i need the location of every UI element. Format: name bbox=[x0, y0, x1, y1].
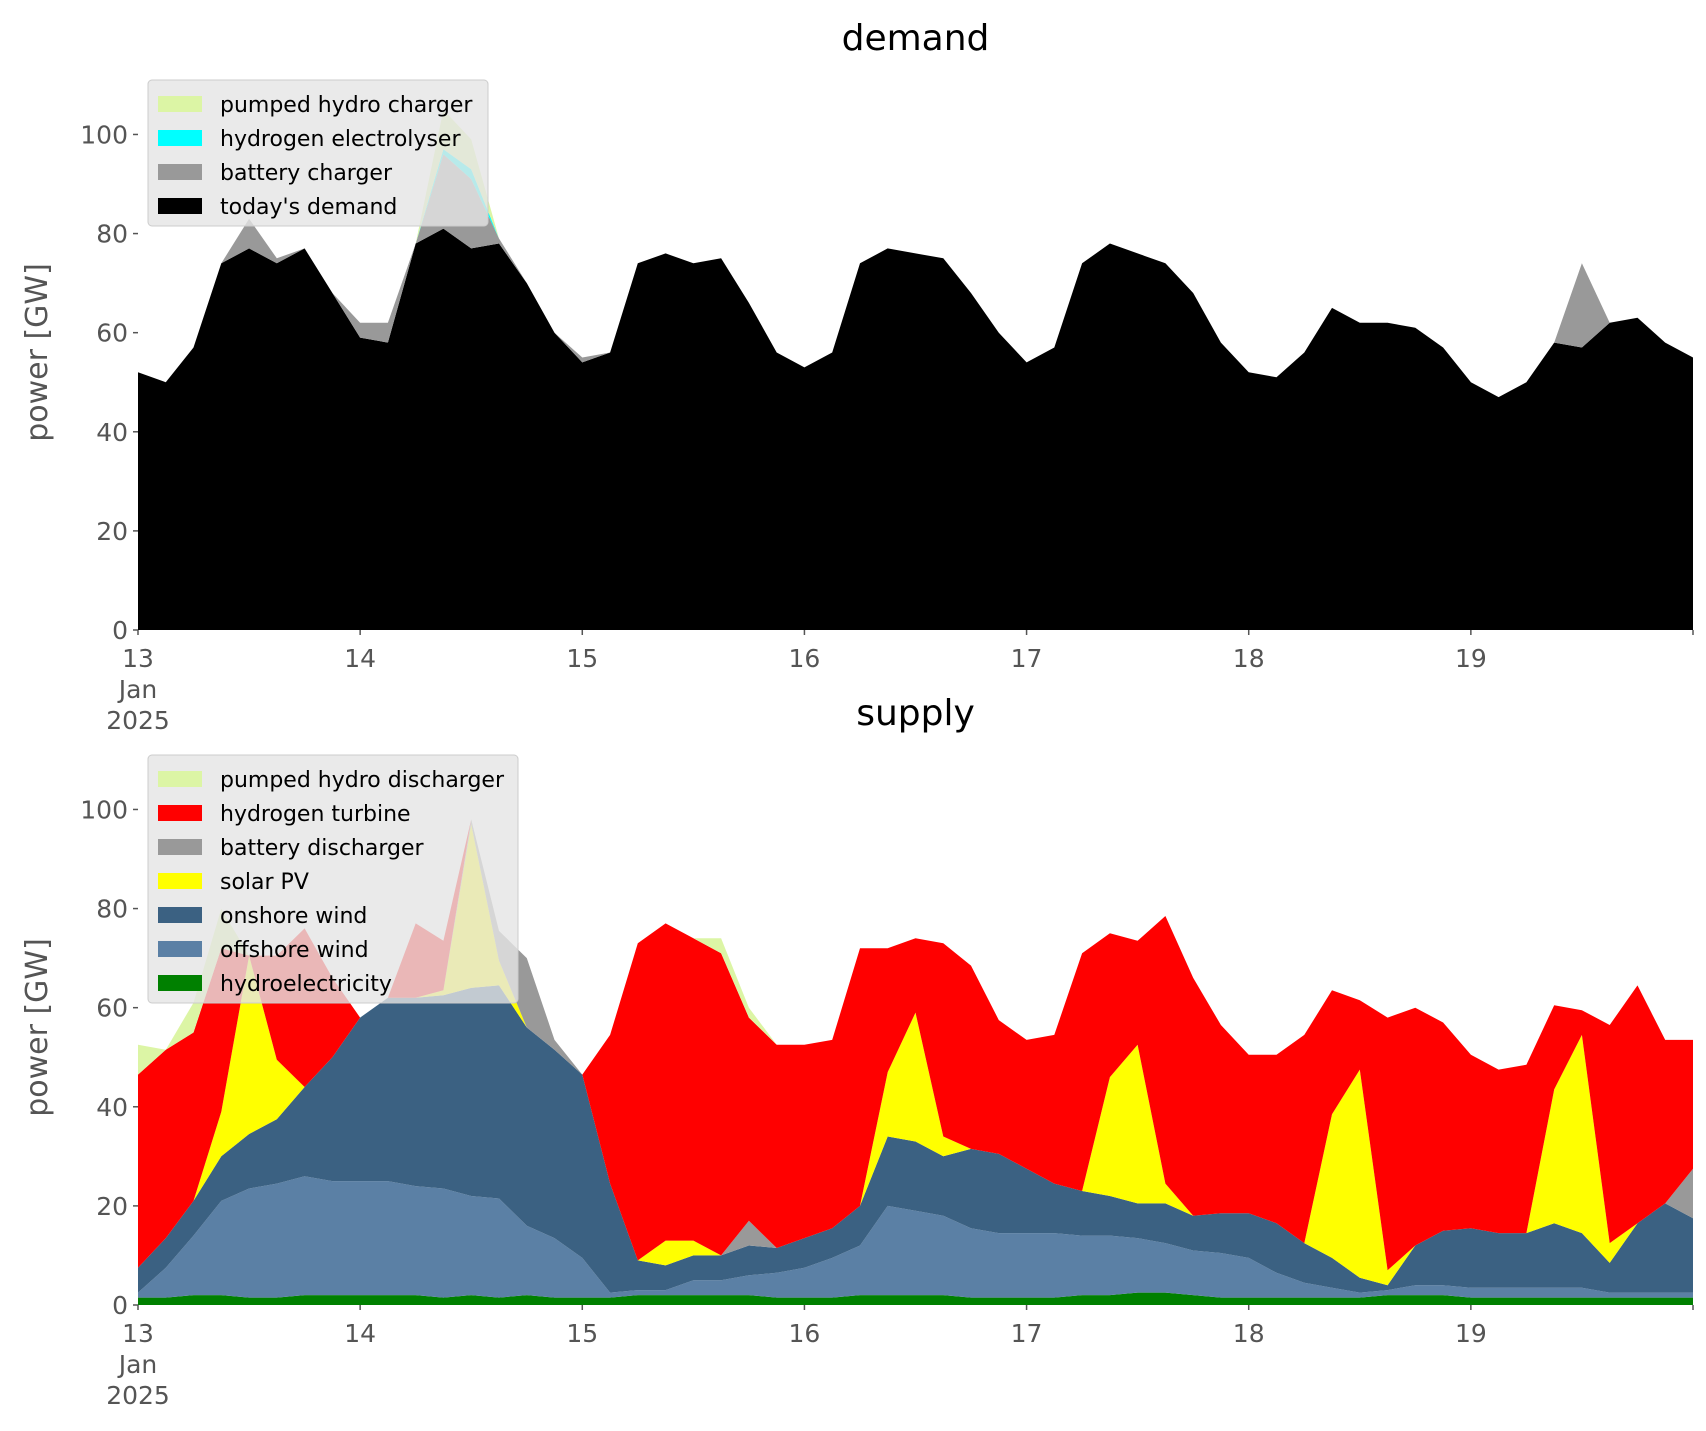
area-onshore-wind bbox=[138, 985, 1693, 1293]
x-tick-label: 17 bbox=[1011, 1319, 1043, 1348]
y-tick-label: 0 bbox=[112, 616, 128, 645]
area-hydrogen-turbine bbox=[138, 819, 1693, 1271]
x-tick-sublabel: 2025 bbox=[106, 706, 170, 735]
y-axis: 0 20 40 60 80 100 bbox=[80, 120, 138, 645]
legend-label-hydroelectricity: hydroelectricity bbox=[220, 972, 392, 997]
legend-swatch-battery-charger bbox=[158, 164, 202, 180]
legend-swatch-hydrogen-turbine bbox=[158, 805, 202, 821]
x-tick-sublabel: Jan bbox=[117, 1350, 158, 1379]
x-tick-label: 16 bbox=[789, 644, 821, 673]
x-tick-sublabel: 2025 bbox=[106, 1381, 170, 1410]
legend-label-onshore-wind: onshore wind bbox=[220, 904, 367, 929]
legend-label-today-s-demand: today's demand bbox=[220, 195, 397, 220]
legend-swatch-solar-pv bbox=[158, 873, 202, 889]
x-tick-label: 13 bbox=[122, 644, 154, 673]
x-tick-label: 18 bbox=[1233, 1319, 1265, 1348]
y-tick-label: 100 bbox=[80, 795, 128, 824]
legend-label-battery-discharger: battery discharger bbox=[220, 836, 425, 861]
legend-swatch-pumped-hydro-charger bbox=[158, 96, 202, 112]
x-tick-label: 14 bbox=[344, 644, 376, 673]
legend: pumped hydro charger hydrogen electrolyse… bbox=[147, 79, 489, 227]
legend-label-battery-charger: battery charger bbox=[220, 161, 393, 186]
legend-box bbox=[147, 754, 519, 1004]
legend-swatch-today-s-demand bbox=[158, 198, 202, 214]
x-tick-label: 19 bbox=[1455, 1319, 1487, 1348]
chart-title: demand bbox=[842, 18, 990, 59]
area-today-s-demand bbox=[138, 228, 1693, 630]
legend-swatch-onshore-wind bbox=[158, 907, 202, 923]
legend-swatch-offshore-wind bbox=[158, 941, 202, 957]
y-axis-title: power [GW] bbox=[20, 938, 55, 1117]
legend-label-solar-pv: solar PV bbox=[220, 870, 309, 895]
series-areas bbox=[138, 109, 1693, 630]
y-tick-label: 60 bbox=[96, 319, 128, 348]
x-tick-label: 14 bbox=[344, 1319, 376, 1348]
legend-box bbox=[147, 79, 489, 227]
area-hydroelectricity bbox=[138, 1292, 1693, 1305]
x-tick-label: 19 bbox=[1455, 644, 1487, 673]
legend-label-pumped-hydro-discharger: pumped hydro discharger bbox=[220, 768, 505, 793]
x-tick-label: 16 bbox=[789, 1319, 821, 1348]
y-tick-label: 0 bbox=[112, 1291, 128, 1320]
legend-label-offshore-wind: offshore wind bbox=[220, 938, 369, 963]
x-tick-label: 18 bbox=[1233, 644, 1265, 673]
area-offshore-wind bbox=[138, 1176, 1693, 1298]
x-tick-sublabel: Jan bbox=[117, 675, 158, 704]
y-tick-label: 80 bbox=[96, 220, 128, 249]
area-solar-pv bbox=[138, 824, 1693, 1286]
x-tick-label: 17 bbox=[1011, 644, 1043, 673]
x-tick-label: 15 bbox=[566, 1319, 598, 1348]
legend-swatch-hydroelectricity bbox=[158, 975, 202, 991]
y-axis-title: power [GW] bbox=[20, 263, 55, 442]
legend-label-hydrogen-turbine: hydrogen turbine bbox=[220, 802, 411, 827]
x-tick-label: 13 bbox=[122, 1319, 154, 1348]
y-tick-label: 100 bbox=[80, 120, 128, 149]
legend-swatch-battery-discharger bbox=[158, 839, 202, 855]
y-tick-label: 20 bbox=[96, 1192, 128, 1221]
x-tick-label: 15 bbox=[566, 644, 598, 673]
chart-title: supply bbox=[856, 693, 975, 734]
series-areas bbox=[138, 819, 1693, 1305]
y-tick-label: 40 bbox=[96, 418, 128, 447]
legend: pumped hydro discharger hydrogen turbine b… bbox=[147, 754, 519, 1004]
legend-label-hydrogen-electrolyser: hydrogen electrolyser bbox=[220, 127, 461, 152]
y-axis: 0 20 40 60 80 100 bbox=[80, 795, 138, 1320]
y-tick-label: 60 bbox=[96, 994, 128, 1023]
y-tick-label: 80 bbox=[96, 895, 128, 924]
legend-swatch-hydrogen-electrolyser bbox=[158, 130, 202, 146]
legend-swatch-pumped-hydro-discharger bbox=[158, 771, 202, 787]
y-tick-label: 20 bbox=[96, 517, 128, 546]
y-tick-label: 40 bbox=[96, 1093, 128, 1122]
legend-label-pumped-hydro-charger: pumped hydro charger bbox=[220, 93, 473, 118]
